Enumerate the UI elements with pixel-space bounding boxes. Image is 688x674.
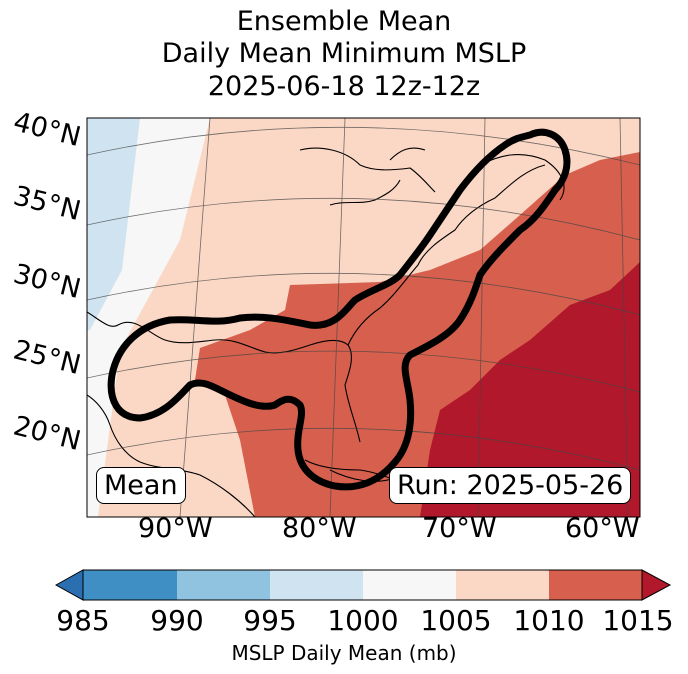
colorbar-tick-1015: 1015 bbox=[602, 604, 674, 637]
colorbar bbox=[54, 569, 672, 601]
run-date-box: Run: 2025-05-26 bbox=[389, 467, 632, 504]
title-line-2: Daily Mean Minimum MSLP bbox=[161, 38, 527, 69]
lon-label-60w: 60°W bbox=[565, 513, 640, 544]
colorbar-tick-1005: 1005 bbox=[420, 604, 492, 637]
colorbar-frame bbox=[82, 569, 643, 601]
mean-label-box: Mean bbox=[96, 467, 186, 504]
pressure-field-above-1015 bbox=[420, 262, 640, 517]
lon-label-70w: 70°W bbox=[422, 513, 497, 544]
colorbar-bin-1000-1005 bbox=[363, 570, 456, 600]
pressure-field-1000-1005 bbox=[87, 118, 210, 517]
lon-label-90w: 90°W bbox=[138, 513, 213, 544]
colorbar-tick-1000: 1000 bbox=[327, 604, 399, 637]
title-line-1: Ensemble Mean bbox=[236, 6, 452, 37]
pressure-field-995-1000 bbox=[87, 118, 140, 330]
colorbar-tick-985: 985 bbox=[56, 604, 110, 637]
colorbar-extend-high bbox=[641, 569, 672, 601]
title-line-3: 2025-06-18 12z-12z bbox=[207, 71, 481, 102]
lon-label-80w: 80°W bbox=[282, 513, 357, 544]
colorbar-bin-995-1000 bbox=[270, 570, 363, 600]
colorbar-tick-995: 995 bbox=[243, 604, 297, 637]
colorbar-label: MSLP Daily Mean (mb) bbox=[231, 641, 457, 665]
colorbar-tick-1010: 1010 bbox=[513, 604, 585, 637]
colorbar-bin-990-995 bbox=[177, 570, 270, 600]
colorbar-bin-985-990 bbox=[83, 570, 177, 600]
contour-outline bbox=[107, 128, 571, 491]
map bbox=[86, 117, 641, 518]
colorbar-bin-1005-1010 bbox=[456, 570, 549, 600]
map-frame bbox=[86, 117, 641, 518]
colorbar-extend-low bbox=[54, 569, 84, 601]
colorbar-tick-990: 990 bbox=[150, 604, 204, 637]
colorbar-bin-1010-1015 bbox=[549, 570, 642, 600]
